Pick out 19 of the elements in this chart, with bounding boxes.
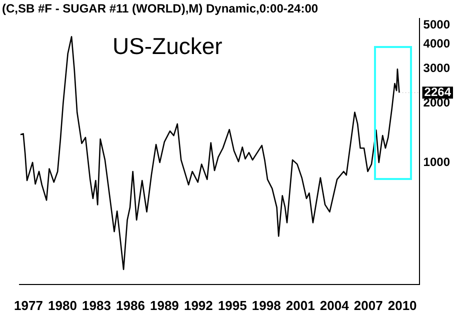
y-tick-label: 5000 <box>423 17 450 32</box>
x-tick-label: 1995 <box>218 298 247 313</box>
x-tick-label: 2001 <box>286 298 315 313</box>
x-tick-label: 1977 <box>14 298 43 313</box>
annotation: US-Zucker <box>112 33 223 60</box>
x-tick-label: 1989 <box>150 298 179 313</box>
x-tick-label: 1992 <box>184 298 213 313</box>
x-tick-label: 1998 <box>252 298 281 313</box>
y-tick-label: 1000 <box>423 154 450 169</box>
annotation: 2264 <box>424 84 452 99</box>
x-tick-label: 2004 <box>320 298 350 313</box>
chart-title: (C,SB #F - SUGAR #11 (WORLD),M) Dynamic,0:00-24:00 <box>2 2 318 16</box>
x-tick-label: 1980 <box>48 298 77 313</box>
x-tick-label: 1983 <box>82 298 111 313</box>
x-tick-label: 2007 <box>354 298 383 313</box>
y-tick-label: 4000 <box>423 36 450 50</box>
x-tick-label: 1986 <box>116 298 145 313</box>
x-tick-label: 2010 <box>388 298 417 313</box>
y-tick-label: 3000 <box>423 60 450 75</box>
